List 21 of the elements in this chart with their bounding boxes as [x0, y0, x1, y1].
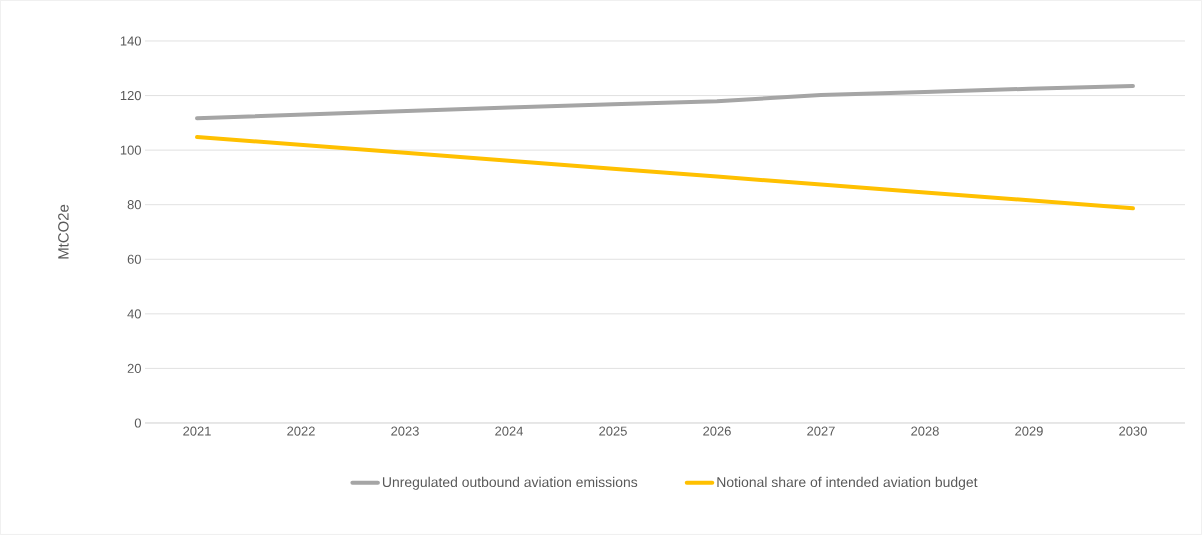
- x-tick-label: 2026: [703, 426, 731, 436]
- y-tick-label: 60: [127, 254, 141, 264]
- x-tick-label: 2022: [287, 426, 315, 436]
- legend-label: Notional share of intended aviation budget: [717, 476, 978, 490]
- x-tick-label: 2023: [391, 426, 419, 436]
- y-tick-label: 20: [127, 363, 141, 373]
- x-tick-label: 2027: [807, 426, 835, 436]
- x-tick-label: 2025: [599, 426, 627, 436]
- x-tick-label: 2028: [911, 426, 939, 436]
- x-tick-label: 2021: [183, 426, 211, 436]
- x-tick-label: 2030: [1119, 426, 1147, 436]
- y-tick-label: 80: [127, 200, 141, 210]
- y-tick-label: 100: [120, 145, 141, 155]
- x-tick-label: 2029: [1015, 426, 1043, 436]
- y-axis-title: MtCO2e: [58, 204, 69, 259]
- y-tick-label: 40: [127, 309, 141, 319]
- y-tick-label: 140: [120, 36, 141, 46]
- y-tick-label: 0: [134, 418, 141, 428]
- y-tick-label: 120: [120, 90, 141, 101]
- legend-label: Unregulated outbound aviation emissions: [382, 476, 638, 490]
- x-tick-label: 2024: [495, 426, 524, 436]
